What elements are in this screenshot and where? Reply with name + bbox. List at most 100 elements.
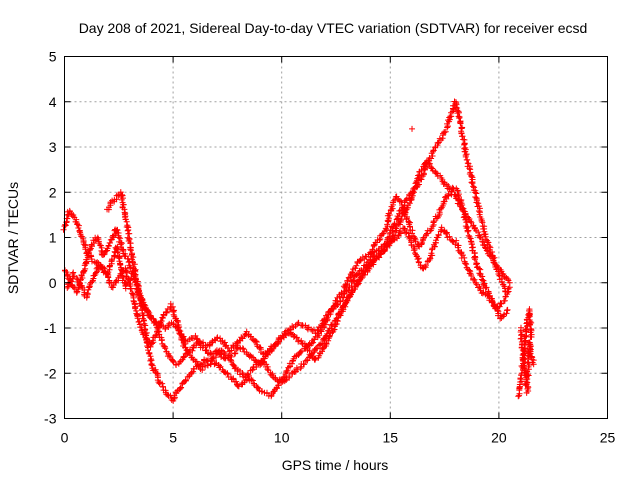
data-point: [233, 378, 240, 385]
data-point: [398, 216, 405, 223]
data-point: [278, 335, 285, 342]
data-point: [498, 278, 505, 285]
data-point: [463, 261, 470, 268]
data-point: [384, 221, 391, 228]
data-point: [344, 297, 351, 304]
data-point: [123, 218, 130, 225]
data-point: [349, 269, 356, 276]
data-point: [423, 262, 430, 269]
x-tick-label: 5: [169, 430, 177, 446]
data-point: [60, 226, 67, 233]
data-point: [98, 263, 105, 270]
data-point: [520, 356, 527, 363]
data-point: [130, 297, 137, 304]
data-point: [172, 361, 179, 368]
data-point: [157, 319, 164, 326]
data-point: [337, 297, 344, 304]
data-point: [503, 307, 510, 314]
data-point: [470, 183, 477, 190]
data-point: [176, 331, 183, 338]
data-point: [352, 265, 359, 272]
data-point: [350, 277, 357, 284]
data-markers: [60, 98, 537, 404]
data-point: [282, 331, 289, 338]
data-point: [418, 166, 425, 173]
data-point: [393, 225, 400, 232]
data-point: [419, 173, 426, 180]
data-point: [286, 373, 293, 380]
data-point: [437, 205, 444, 212]
data-point: [153, 331, 160, 338]
grid-lines: [64, 56, 608, 419]
data-point: [375, 247, 382, 254]
y-tick-label: 1: [49, 230, 57, 246]
data-point: [377, 251, 384, 258]
data-point: [340, 302, 347, 309]
data-point: [429, 223, 436, 230]
data-point: [295, 337, 302, 344]
data-point: [167, 353, 174, 360]
data-point: [361, 271, 368, 278]
data-point: [147, 343, 154, 350]
data-point: [336, 310, 343, 317]
data-point: [117, 189, 124, 196]
data-point: [182, 376, 189, 383]
data-point: [312, 355, 319, 362]
axis-ticks: 0 5 10 15 20 25 -3 -2 -1 0 1 2 3 4 5: [44, 49, 615, 446]
data-point: [482, 284, 489, 291]
data-point: [455, 197, 462, 204]
data-point: [283, 367, 290, 374]
data-point: [459, 252, 466, 259]
y-tick-label: 5: [49, 49, 57, 65]
data-point: [353, 262, 360, 269]
data-point: [115, 248, 122, 255]
data-point: [454, 244, 461, 251]
data-point: [530, 361, 537, 368]
data-point: [442, 128, 449, 135]
data-point: [122, 266, 129, 273]
data-point: [496, 303, 503, 310]
data-point: [443, 229, 450, 236]
data-point: [142, 331, 149, 338]
data-point: [131, 261, 138, 268]
data-point: [504, 306, 511, 313]
data-point: [259, 359, 266, 366]
data-point: [410, 189, 417, 196]
data-point: [420, 235, 427, 242]
data-point: [301, 361, 308, 368]
data-point: [182, 344, 189, 351]
data-point: [249, 367, 256, 374]
data-point: [449, 238, 456, 245]
data-point: [426, 161, 433, 168]
data-point: [453, 237, 460, 244]
data-point: [385, 210, 392, 217]
data-point: [153, 370, 160, 377]
data-point: [64, 272, 71, 279]
data-point: [443, 230, 450, 237]
data-point: [222, 355, 229, 362]
data-point: [123, 224, 130, 231]
data-point: [357, 274, 364, 281]
data-point: [200, 360, 207, 367]
data-point: [220, 348, 227, 355]
x-tick-label: 10: [274, 430, 290, 446]
data-point: [275, 339, 282, 346]
data-point: [104, 270, 111, 277]
data-point: [468, 272, 475, 279]
data-point: [302, 343, 309, 350]
data-point: [322, 321, 329, 328]
data-point: [69, 213, 76, 220]
data-point: [168, 397, 175, 404]
data-point: [159, 380, 166, 387]
data-point: [252, 338, 259, 345]
data-point: [528, 334, 535, 341]
data-point: [273, 385, 280, 392]
data-point: [518, 335, 525, 342]
data-point: [216, 364, 223, 371]
data-point: [152, 332, 159, 339]
data-point: [384, 242, 391, 249]
data-point: [413, 179, 420, 186]
data-point: [189, 347, 196, 354]
data-point: [127, 247, 134, 254]
data-point: [433, 170, 440, 177]
